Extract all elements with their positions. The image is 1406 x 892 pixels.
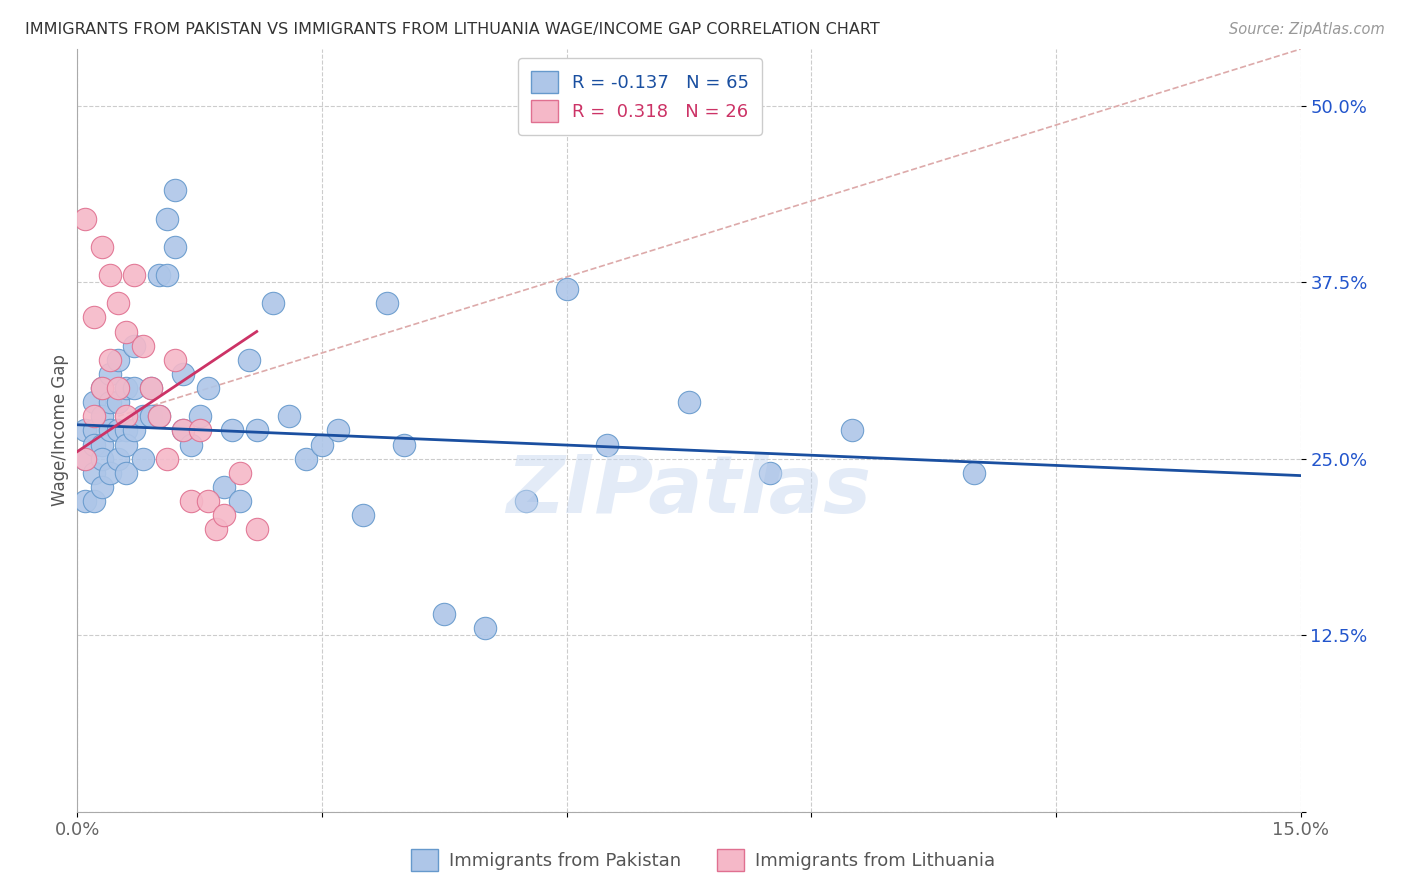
Point xyxy=(148,409,170,424)
Point xyxy=(180,437,202,451)
Point xyxy=(75,451,97,466)
Point xyxy=(75,494,97,508)
Point xyxy=(841,424,863,438)
Point xyxy=(139,381,162,395)
Point xyxy=(90,381,112,395)
Point xyxy=(188,424,211,438)
Point xyxy=(759,466,782,480)
Point xyxy=(107,296,129,310)
Point xyxy=(90,409,112,424)
Point xyxy=(83,466,105,480)
Point xyxy=(75,211,97,226)
Point xyxy=(246,424,269,438)
Point xyxy=(172,424,194,438)
Point xyxy=(98,466,121,480)
Point xyxy=(90,480,112,494)
Point xyxy=(107,381,129,395)
Point xyxy=(124,381,146,395)
Point xyxy=(205,522,228,536)
Point xyxy=(75,451,97,466)
Point xyxy=(156,451,179,466)
Point xyxy=(90,451,112,466)
Point xyxy=(172,367,194,381)
Point xyxy=(238,352,260,367)
Text: ZIPatlas: ZIPatlas xyxy=(506,452,872,531)
Point xyxy=(83,437,105,451)
Point xyxy=(98,352,121,367)
Point xyxy=(90,437,112,451)
Point xyxy=(392,437,415,451)
Point xyxy=(156,268,179,282)
Point xyxy=(165,183,187,197)
Point xyxy=(98,367,121,381)
Point xyxy=(156,211,179,226)
Point xyxy=(90,381,112,395)
Point xyxy=(172,424,194,438)
Point xyxy=(262,296,284,310)
Point xyxy=(197,381,219,395)
Point xyxy=(115,437,138,451)
Point xyxy=(180,494,202,508)
Point xyxy=(375,296,398,310)
Point xyxy=(294,451,316,466)
Point xyxy=(83,424,105,438)
Point xyxy=(115,466,138,480)
Point xyxy=(83,494,105,508)
Point xyxy=(212,508,235,523)
Point xyxy=(188,409,211,424)
Point xyxy=(124,424,146,438)
Point xyxy=(98,268,121,282)
Point xyxy=(98,424,121,438)
Y-axis label: Wage/Income Gap: Wage/Income Gap xyxy=(51,354,69,507)
Point xyxy=(107,424,129,438)
Text: Source: ZipAtlas.com: Source: ZipAtlas.com xyxy=(1229,22,1385,37)
Point xyxy=(229,466,252,480)
Point xyxy=(197,494,219,508)
Point xyxy=(212,480,235,494)
Point xyxy=(221,424,243,438)
Point xyxy=(131,339,153,353)
Point xyxy=(278,409,301,424)
Point xyxy=(115,325,138,339)
Point xyxy=(148,268,170,282)
Point xyxy=(246,522,269,536)
Point xyxy=(165,352,187,367)
Point xyxy=(229,494,252,508)
Point xyxy=(115,381,138,395)
Point xyxy=(107,395,129,409)
Point xyxy=(115,409,138,424)
Text: IMMIGRANTS FROM PAKISTAN VS IMMIGRANTS FROM LITHUANIA WAGE/INCOME GAP CORRELATIO: IMMIGRANTS FROM PAKISTAN VS IMMIGRANTS F… xyxy=(25,22,880,37)
Point xyxy=(139,381,162,395)
Point xyxy=(311,437,333,451)
Point xyxy=(98,395,121,409)
Point xyxy=(107,352,129,367)
Point xyxy=(124,268,146,282)
Legend: Immigrants from Pakistan, Immigrants from Lithuania: Immigrants from Pakistan, Immigrants fro… xyxy=(404,842,1002,879)
Point xyxy=(107,451,129,466)
Point xyxy=(83,395,105,409)
Point xyxy=(433,607,456,621)
Point xyxy=(555,282,578,296)
Point xyxy=(678,395,700,409)
Point xyxy=(148,409,170,424)
Point xyxy=(328,424,350,438)
Point xyxy=(165,240,187,254)
Point xyxy=(515,494,537,508)
Point xyxy=(352,508,374,523)
Point xyxy=(131,451,153,466)
Point xyxy=(90,240,112,254)
Point xyxy=(474,621,496,635)
Point xyxy=(963,466,986,480)
Point xyxy=(139,409,162,424)
Point xyxy=(75,424,97,438)
Point xyxy=(83,310,105,325)
Point xyxy=(83,409,105,424)
Point xyxy=(596,437,619,451)
Point xyxy=(131,409,153,424)
Legend: R = -0.137   N = 65, R =  0.318   N = 26: R = -0.137 N = 65, R = 0.318 N = 26 xyxy=(517,58,762,135)
Point xyxy=(124,339,146,353)
Point xyxy=(115,424,138,438)
